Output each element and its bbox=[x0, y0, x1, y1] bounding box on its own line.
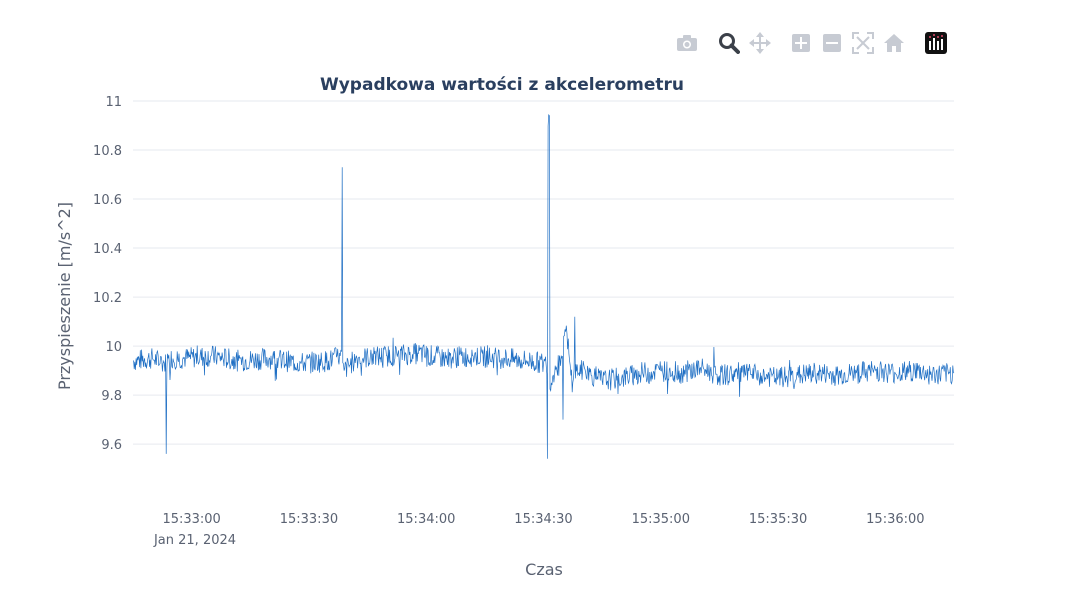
zoom-icon[interactable] bbox=[716, 30, 742, 56]
y-tick-label: 9.6 bbox=[101, 438, 122, 453]
plot-area[interactable] bbox=[132, 114, 955, 459]
x-axis-label: Czas bbox=[525, 560, 563, 579]
x-tick-label: 15:35:00 bbox=[632, 512, 690, 527]
pan-icon[interactable] bbox=[747, 30, 773, 56]
x-tick-label: 15:34:30 bbox=[514, 512, 572, 527]
x-axis-ticks: 15:33:00 15:33:30 15:34:00 15:34:30 15:35:00… bbox=[162, 512, 924, 527]
y-axis-ticks: 9.6 9.8 10 10.2 10.4 10.6 10.8 11 bbox=[93, 95, 122, 453]
chart-title: Wypadkowa wartości z akcelerometru bbox=[320, 75, 684, 95]
x-tick-label: 15:33:30 bbox=[280, 512, 338, 527]
x-tick-label: 15:33:00 bbox=[162, 512, 220, 527]
chart-gridlines bbox=[133, 100, 954, 445]
autoscale-icon[interactable] bbox=[850, 30, 876, 56]
x-tick-label: 15:35:30 bbox=[749, 512, 807, 527]
plotly-logo-icon[interactable] bbox=[923, 30, 949, 56]
zoom-out-icon[interactable] bbox=[819, 30, 845, 56]
y-tick-label: 10.6 bbox=[93, 193, 122, 208]
y-tick-label: 10.8 bbox=[93, 144, 122, 159]
y-tick-label: 10.2 bbox=[93, 291, 122, 306]
x-tick-label: 15:36:00 bbox=[866, 512, 924, 527]
x-axis-date-label: Jan 21, 2024 bbox=[153, 533, 236, 548]
camera-icon[interactable] bbox=[674, 30, 700, 56]
y-tick-label: 10.4 bbox=[93, 242, 122, 257]
zoom-in-icon[interactable] bbox=[788, 30, 814, 56]
acceleration-line-series[interactable] bbox=[132, 114, 955, 459]
y-tick-label: 9.8 bbox=[101, 389, 122, 404]
y-axis-label: Przyspieszenie [m/s^2] bbox=[55, 202, 74, 390]
y-tick-label: 11 bbox=[105, 95, 122, 110]
y-tick-label: 10 bbox=[105, 340, 122, 355]
x-tick-label: 15:34:00 bbox=[397, 512, 455, 527]
reset-axes-icon[interactable] bbox=[881, 30, 907, 56]
